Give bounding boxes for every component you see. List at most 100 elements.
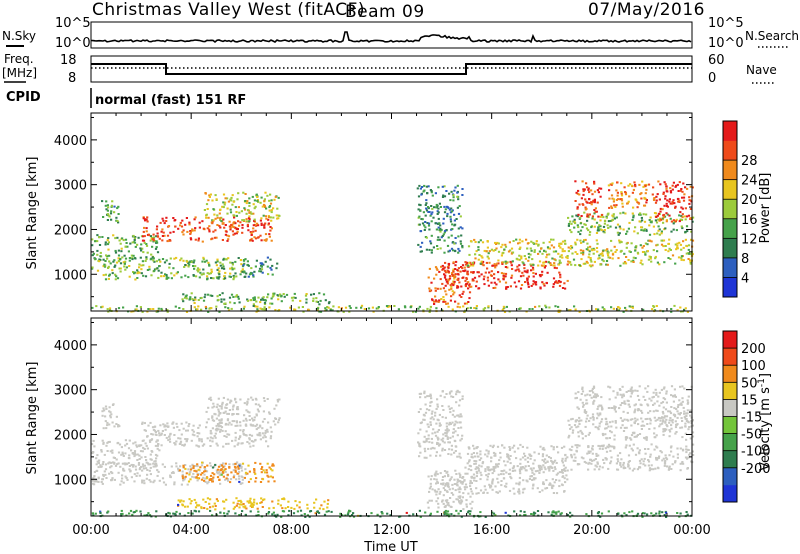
data-cell xyxy=(102,407,105,410)
data-cell xyxy=(149,463,152,466)
data-cell xyxy=(438,202,441,205)
data-cell xyxy=(461,227,464,230)
data-cell xyxy=(687,456,690,459)
data-cell xyxy=(217,408,220,411)
data-cell xyxy=(220,473,223,476)
data-cell xyxy=(615,426,618,429)
data-cell xyxy=(532,272,535,274)
data-cell xyxy=(679,512,682,515)
data-cell xyxy=(476,466,479,469)
data-cell xyxy=(418,223,421,226)
data-cell xyxy=(404,306,407,309)
data-cell xyxy=(425,440,428,442)
data-cell xyxy=(424,204,427,206)
data-cell xyxy=(268,216,271,219)
data-cell xyxy=(419,408,422,411)
data-cell xyxy=(130,449,133,452)
data-cell xyxy=(454,300,457,303)
data-cell xyxy=(468,283,471,286)
data-cell xyxy=(575,419,579,422)
data-cell xyxy=(668,429,671,432)
data-cell xyxy=(605,263,608,266)
data-cell xyxy=(579,429,582,432)
data-cell xyxy=(587,450,590,453)
data-cell xyxy=(502,473,505,476)
data-cell xyxy=(586,452,589,455)
data-cell xyxy=(550,486,554,489)
data-cell xyxy=(580,419,583,422)
data-cell xyxy=(189,237,192,240)
data-cell xyxy=(475,480,478,482)
data-cell xyxy=(412,513,415,516)
data-cell xyxy=(472,279,475,282)
data-cell xyxy=(573,453,576,456)
data-cell xyxy=(539,286,542,289)
data-cell xyxy=(585,461,588,464)
data-cell xyxy=(129,469,132,472)
data-cell xyxy=(631,219,634,221)
data-cell xyxy=(593,225,596,228)
data-cell xyxy=(622,430,626,432)
data-cell xyxy=(111,451,114,454)
data-cell xyxy=(225,477,228,480)
data-cell xyxy=(157,429,160,432)
data-cell xyxy=(639,244,642,247)
data-cell xyxy=(441,264,444,267)
data-cell xyxy=(103,409,106,412)
data-cell xyxy=(464,269,467,272)
data-cell xyxy=(665,202,668,205)
data-cell xyxy=(649,257,652,260)
data-cell xyxy=(429,485,432,488)
data-cell xyxy=(535,242,538,245)
data-cell xyxy=(462,269,465,272)
data-cell xyxy=(161,228,164,231)
data-cell xyxy=(510,264,513,267)
data-cell xyxy=(660,232,663,235)
data-cell xyxy=(667,257,670,259)
data-cell xyxy=(246,225,249,228)
data-cell xyxy=(452,500,455,503)
data-cell xyxy=(634,183,637,186)
data-cell xyxy=(685,420,688,422)
data-cell xyxy=(473,455,476,458)
data-cell xyxy=(434,490,437,493)
data-cell xyxy=(647,183,651,186)
data-cell xyxy=(211,427,214,430)
data-cell xyxy=(214,217,217,220)
data-cell xyxy=(617,512,620,515)
data-cell xyxy=(558,271,561,274)
data-cell xyxy=(322,508,325,511)
data-cell xyxy=(525,238,528,241)
data-cell xyxy=(515,238,518,241)
data-cell xyxy=(205,426,208,429)
data-cell xyxy=(640,417,643,420)
data-cell xyxy=(611,214,614,217)
data-cell xyxy=(207,406,210,409)
data-cell xyxy=(259,201,262,204)
data-cell xyxy=(352,512,355,515)
data-cell xyxy=(114,273,117,276)
data-cell xyxy=(189,502,192,505)
data-cell xyxy=(518,490,521,493)
data-cell xyxy=(584,394,587,397)
data-cell xyxy=(665,511,668,514)
data-cell xyxy=(177,503,180,506)
data-cell xyxy=(105,407,108,410)
data-cell xyxy=(577,435,580,438)
data-cell xyxy=(608,398,611,401)
data-cell xyxy=(179,440,183,443)
data-cell xyxy=(235,211,238,213)
data-cell xyxy=(179,500,182,503)
data-cell xyxy=(229,267,232,270)
data-cell xyxy=(642,213,645,216)
data-cell xyxy=(454,264,457,267)
data-cell xyxy=(453,242,456,245)
data-cell xyxy=(654,212,657,215)
data-cell xyxy=(255,428,258,431)
data-cell xyxy=(330,510,333,513)
data-cell xyxy=(134,278,137,281)
data-cell xyxy=(176,425,179,428)
data-cell xyxy=(555,492,559,495)
data-cell xyxy=(277,298,280,301)
data-cell xyxy=(101,410,104,413)
